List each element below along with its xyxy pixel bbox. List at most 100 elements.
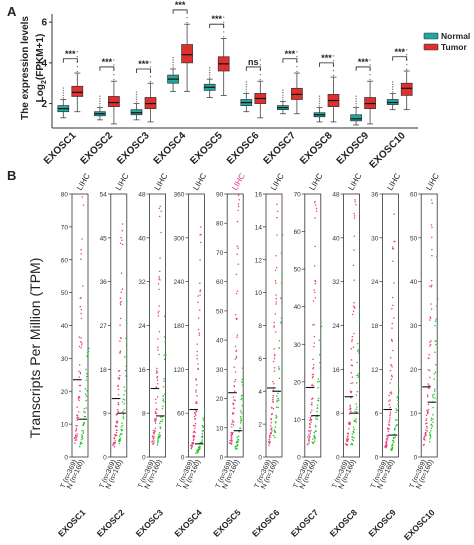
tumor-dot (192, 424, 195, 427)
normal-dot (242, 380, 244, 383)
significance-bracket (245, 66, 261, 71)
normal-dot (351, 435, 353, 438)
tumor-dot (118, 370, 121, 372)
normal-dot (241, 378, 244, 381)
normal-dot (319, 349, 322, 352)
normal-dot (355, 421, 358, 423)
tumor-dot (156, 379, 159, 381)
box-outlier (355, 102, 357, 105)
legend: Normal Tumor (423, 31, 470, 52)
tumor-dot (308, 440, 310, 442)
tumor-dot (155, 386, 158, 388)
tumor-dot (81, 238, 83, 240)
box-outlier (209, 69, 211, 71)
tumor-dot (117, 410, 120, 413)
tumor-dot (273, 366, 276, 369)
tumor-dot (273, 370, 276, 372)
tumor-dot (232, 424, 235, 426)
normal-dot (240, 395, 243, 397)
tumor-dot (273, 383, 275, 385)
box-outlier (332, 69, 335, 72)
normal-dot (281, 275, 283, 277)
box-outlier (406, 68, 408, 71)
tumor-dot (80, 347, 82, 349)
tumor-dot (353, 302, 355, 304)
panel-a-significance: *** *** *** *** *** ns *** *** *** *** (62, 0, 408, 73)
tumor-dot (231, 412, 234, 414)
subplot-y-tick-label: 10 (294, 417, 302, 424)
tumor-dot (430, 303, 432, 305)
tumor-dot (79, 384, 82, 387)
normal-dot (394, 425, 397, 428)
significance-bracket (209, 23, 225, 29)
tumor-dot (423, 435, 426, 438)
panel-a-category-label: EXOSC1 (42, 130, 79, 167)
tumor-dot (272, 380, 274, 383)
normal-dot (316, 418, 319, 421)
tumor-dot (79, 305, 82, 308)
subplot-y-tick-label: 2 (258, 422, 262, 429)
normal-dot (352, 426, 355, 428)
box-normal (350, 114, 362, 122)
normal-dot (428, 431, 431, 434)
tumor-dot (237, 194, 240, 197)
tumor-dot (391, 308, 393, 310)
tumor-dot (196, 350, 198, 353)
tumor-dot (155, 370, 158, 372)
tumor-dot (81, 342, 83, 344)
normal-dot (395, 419, 397, 421)
normal-dot (162, 405, 164, 407)
tumor-dot (115, 431, 118, 434)
tumor-dot (192, 431, 195, 433)
tumor-dot (391, 339, 393, 342)
tumor-dot (76, 406, 78, 408)
box-outlier (406, 49, 408, 51)
tumor-dot (230, 443, 233, 445)
tumor-dot (350, 382, 352, 384)
subplot-y-tick-label: 10 (410, 411, 418, 418)
normal-dot (436, 285, 439, 288)
tumor-dot (119, 297, 122, 299)
tumor-dot (194, 425, 196, 427)
tumor-dot (353, 217, 356, 219)
tumor-dot (119, 303, 122, 306)
tumor-dot (153, 418, 156, 420)
tumor-dot (196, 343, 199, 345)
tumor-dot (231, 419, 234, 422)
legend-tumor-label: Tumor (441, 42, 468, 52)
tumor-dot (156, 376, 158, 379)
subplot-y-tick-label: 40 (138, 235, 146, 242)
tumor-dot (152, 429, 155, 432)
tumor-dot (273, 325, 275, 327)
box-outlier (209, 67, 211, 69)
normal-dot (430, 419, 433, 421)
normal-dot (318, 339, 321, 341)
normal-dot (358, 308, 361, 311)
tumor-dot (273, 348, 275, 350)
tumor-dot (157, 283, 160, 285)
box-outlier (355, 100, 357, 102)
box-outlier (259, 78, 261, 81)
normal-dot (357, 349, 359, 351)
tumor-dot (355, 203, 357, 206)
ylabel-tail: (FPKM+1) (35, 34, 46, 80)
tumor-dot (353, 235, 356, 237)
tumor-dot (309, 411, 312, 414)
normal-dot (435, 305, 438, 307)
normal-dot (313, 440, 316, 443)
normal-dot (392, 441, 395, 444)
box-outlier (149, 66, 152, 68)
subplot-y-tick-label: 10 (216, 425, 224, 432)
tumor-dot (308, 426, 311, 428)
normal-dot (124, 390, 126, 392)
normal-dot (236, 436, 239, 439)
tumor-dot (315, 207, 318, 210)
normal-dot (315, 417, 317, 420)
normal-dot (280, 282, 283, 284)
tumor-dot (153, 440, 155, 442)
tumor-dot (309, 416, 312, 419)
tumor-dot (354, 201, 356, 203)
significance-label: *** (321, 53, 332, 63)
normal-dot (119, 433, 122, 435)
subplot-y-tick-label: 60 (177, 411, 185, 418)
